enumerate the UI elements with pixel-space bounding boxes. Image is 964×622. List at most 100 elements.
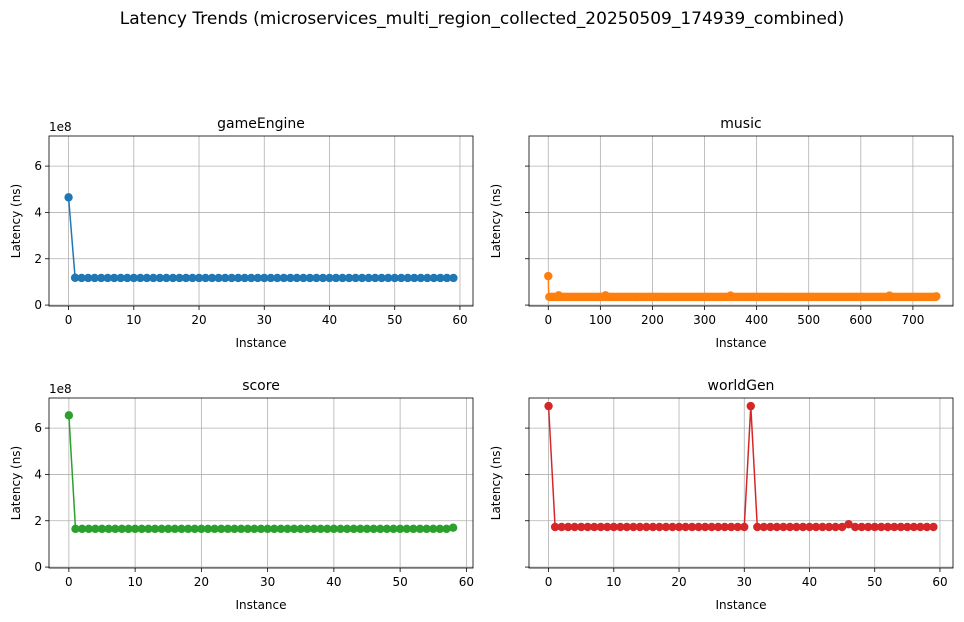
data-point <box>798 522 808 532</box>
data-point <box>289 524 299 534</box>
x-tick-label: 10 <box>126 313 141 327</box>
x-tick-label: 600 <box>849 313 872 327</box>
data-point <box>622 522 632 532</box>
data-point <box>149 273 158 283</box>
data-point <box>110 273 119 283</box>
data-point <box>188 273 197 283</box>
data-point <box>792 522 801 532</box>
axes-frame <box>528 397 954 569</box>
data-point <box>279 273 289 283</box>
data-point <box>71 524 80 534</box>
data-point <box>877 522 886 532</box>
data-point <box>818 522 827 532</box>
x-tick-label: 20 <box>671 575 686 589</box>
x-tick-label: 0 <box>544 313 552 327</box>
data-point <box>142 273 152 283</box>
y-axis-label: Latency (ns) <box>9 184 23 258</box>
data-point <box>164 524 173 534</box>
data-point <box>753 522 762 532</box>
subplot-title: music <box>720 116 761 132</box>
data-point <box>733 522 742 532</box>
data-point <box>409 524 418 534</box>
data-point <box>344 273 354 283</box>
data-point <box>270 524 279 534</box>
data-point <box>197 524 206 534</box>
x-tick-label: 300 <box>693 313 716 327</box>
data-point <box>642 522 651 532</box>
data-point <box>442 273 452 283</box>
data-point <box>648 522 658 532</box>
data-point <box>276 524 286 534</box>
y-axis-label: Latency (ns) <box>489 446 503 520</box>
data-point <box>805 522 814 532</box>
data-point <box>83 273 93 283</box>
data-point <box>362 524 372 534</box>
data-point <box>223 524 233 534</box>
data-point <box>422 524 431 534</box>
data-point <box>299 273 308 283</box>
data-point <box>890 522 899 532</box>
data-point <box>233 273 243 283</box>
data-point <box>837 522 847 532</box>
data-point <box>230 524 239 534</box>
data-point <box>214 273 223 283</box>
y-tick-label: 6 <box>34 159 42 173</box>
data-point <box>175 273 184 283</box>
data-point <box>377 273 386 283</box>
x-tick-label: 100 <box>589 313 612 327</box>
data-point <box>583 522 592 532</box>
data-point <box>190 524 199 534</box>
data-point <box>364 273 373 283</box>
data-point <box>395 524 405 534</box>
x-tick-label: 10 <box>606 575 621 589</box>
data-point <box>273 273 282 283</box>
data-point <box>844 520 853 529</box>
data-point <box>629 522 638 532</box>
data-point <box>668 522 677 532</box>
data-point <box>260 273 269 283</box>
data-point <box>70 273 80 282</box>
data-point <box>296 524 305 534</box>
data-point <box>77 524 87 534</box>
series-line <box>68 415 454 530</box>
data-point <box>130 524 140 534</box>
y-tick-label: 4 <box>34 467 42 481</box>
data-point <box>155 273 165 283</box>
x-tick-label: 50 <box>392 575 407 589</box>
y-tick-label: 2 <box>34 252 42 266</box>
x-tick-label: 40 <box>322 313 337 327</box>
data-point <box>370 273 380 283</box>
data-point <box>316 524 325 534</box>
data-point <box>382 524 392 534</box>
data-point <box>423 273 432 283</box>
data-point <box>727 522 736 532</box>
data-point <box>740 522 749 532</box>
data-point <box>170 524 180 534</box>
data-point <box>616 522 625 532</box>
data-point <box>91 524 100 534</box>
data-point <box>870 522 879 532</box>
x-tick-label: 700 <box>901 313 924 327</box>
x-tick-label: 0 <box>65 575 73 589</box>
data-point <box>922 522 932 532</box>
data-point <box>240 273 249 283</box>
data-point <box>103 273 112 283</box>
data-point <box>857 522 866 532</box>
data-point <box>436 273 445 283</box>
x-tick-label: 50 <box>387 313 402 327</box>
data-point <box>785 522 795 532</box>
data-point <box>811 522 821 532</box>
data-point <box>772 522 782 532</box>
data-point <box>203 524 213 534</box>
data-point <box>570 522 579 532</box>
series-line <box>67 197 454 279</box>
data-point <box>681 522 690 532</box>
series-line <box>547 406 934 528</box>
data-point <box>661 522 671 532</box>
data-point <box>236 524 246 534</box>
data-point <box>136 273 145 283</box>
y-tick-label: 6 <box>34 421 42 435</box>
data-point <box>864 522 873 532</box>
x-tick-label: 30 <box>260 575 275 589</box>
axes-frame <box>48 135 474 307</box>
